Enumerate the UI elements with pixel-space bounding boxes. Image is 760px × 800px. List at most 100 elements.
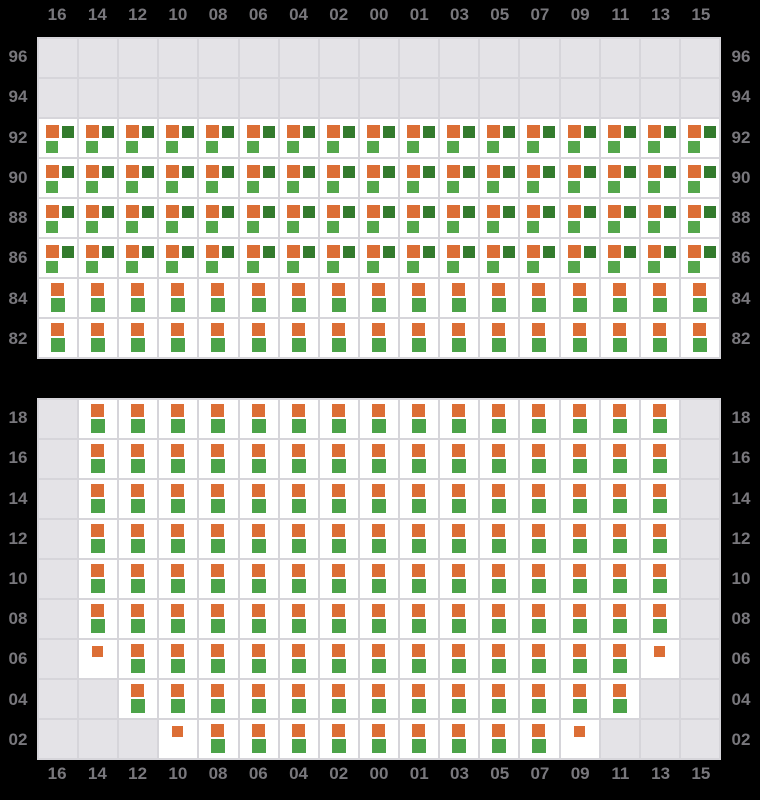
marker-dark-green-square (543, 126, 556, 138)
cell-col02-row14 (319, 480, 358, 518)
marker-orange-square (246, 245, 260, 258)
marker-light-green-square (366, 181, 379, 193)
marker-orange-square (251, 684, 265, 697)
cell-col11-row12 (600, 520, 639, 558)
marker-green-square (492, 699, 507, 713)
marker-orange-square (91, 524, 105, 537)
cell-col01-row10 (400, 560, 439, 598)
cell-col09-row02 (560, 720, 599, 758)
marker-orange-square (331, 283, 345, 296)
marker-dark-green-square (583, 246, 596, 258)
marker-orange-square (211, 684, 225, 697)
marker-green-square (91, 298, 106, 312)
marker-dark-green-square (703, 126, 716, 138)
marker-green-square (652, 499, 667, 513)
cell-col15-row04 (680, 680, 719, 718)
marker-light-green-square (447, 141, 460, 153)
marker-orange-square (371, 604, 385, 617)
row-label: 90 (731, 167, 751, 187)
marker-dark-green-square (342, 126, 355, 138)
column-label: 06 (248, 764, 268, 783)
cell-col16-row86 (39, 239, 78, 277)
cell-col04-row94 (279, 79, 318, 117)
cell-col05-row96 (480, 39, 519, 77)
cell-col08-row02 (199, 720, 238, 758)
marker-green-square (452, 459, 467, 473)
marker-green-square (51, 338, 65, 352)
marker-dark-green-square (423, 166, 436, 178)
marker-light-green-square (166, 141, 179, 153)
row-label: 96 (8, 47, 28, 67)
column-label: 02 (329, 5, 349, 24)
marker-green-square (532, 619, 547, 633)
marker-orange-square (371, 684, 385, 697)
marker-green-square (251, 419, 266, 433)
marker-green-square (412, 659, 427, 673)
marker-orange-square (366, 245, 380, 258)
row-label: 14 (731, 488, 751, 508)
cell-col02-row02 (319, 720, 358, 758)
marker-orange-square (251, 404, 265, 417)
marker-light-green-square (126, 181, 139, 193)
marker-orange-square (166, 245, 180, 258)
marker-orange-square (291, 484, 305, 497)
marker-light-green-square (206, 141, 219, 153)
column-label: 08 (208, 5, 228, 24)
cell-col01-row08 (400, 600, 439, 638)
marker-orange-square (246, 165, 260, 178)
cell-col13-row18 (640, 400, 679, 438)
cell-col08-row92 (199, 119, 238, 157)
marker-dark-green-square (382, 206, 395, 218)
cell-col15-row12 (680, 520, 719, 558)
marker-orange-square (412, 524, 426, 537)
cell-col06-row06 (239, 640, 278, 678)
marker-dark-green-square (342, 246, 355, 258)
marker-green-square (452, 298, 467, 312)
cell-col09-row86 (560, 239, 599, 277)
cell-col01-row14 (400, 480, 439, 518)
marker-orange-square (126, 125, 140, 138)
marker-dark-green-square (182, 206, 195, 218)
marker-green-square (612, 579, 627, 593)
marker-orange-square (612, 684, 626, 697)
marker-orange-square (447, 245, 461, 258)
marker-green-square (452, 579, 467, 593)
marker-orange-square (46, 125, 59, 138)
marker-green-square (652, 539, 667, 553)
marker-light-green-square (126, 141, 139, 153)
marker-orange-square (92, 646, 104, 657)
cell-col16-row84 (39, 279, 78, 317)
marker-green-square (171, 539, 186, 553)
marker-light-green-square (86, 221, 99, 233)
cell-col01-row96 (400, 39, 439, 77)
marker-orange-square (91, 404, 105, 417)
cell-col05-row06 (480, 640, 519, 678)
cell-col07-row10 (520, 560, 559, 598)
marker-orange-square (652, 283, 666, 296)
marker-orange-square (412, 444, 426, 457)
marker-light-green-square (567, 141, 580, 153)
cell-col11-row92 (600, 119, 639, 157)
marker-orange-square (166, 125, 180, 138)
marker-orange-square (291, 404, 305, 417)
cell-col06-row86 (239, 239, 278, 277)
marker-green-square (251, 659, 266, 673)
marker-green-square (171, 298, 186, 312)
marker-green-square (492, 579, 507, 593)
cell-col00-row02 (359, 720, 399, 758)
marker-green-square (331, 619, 346, 633)
marker-dark-green-square (463, 206, 476, 218)
cell-col13-row08 (640, 600, 679, 638)
cell-col13-row90 (640, 159, 679, 197)
upper-row-labels-right: 96 94 92 90 88 86 84 82 (723, 37, 759, 359)
cell-col05-row12 (480, 520, 519, 558)
marker-green-square (291, 419, 306, 433)
marker-green-square (371, 459, 386, 473)
marker-orange-square (46, 205, 59, 218)
marker-light-green-square (326, 221, 339, 233)
marker-orange-square (487, 165, 501, 178)
marker-green-square (131, 539, 146, 553)
marker-orange-square (251, 564, 265, 577)
column-label: 14 (87, 5, 107, 24)
marker-light-green-square (647, 181, 660, 193)
